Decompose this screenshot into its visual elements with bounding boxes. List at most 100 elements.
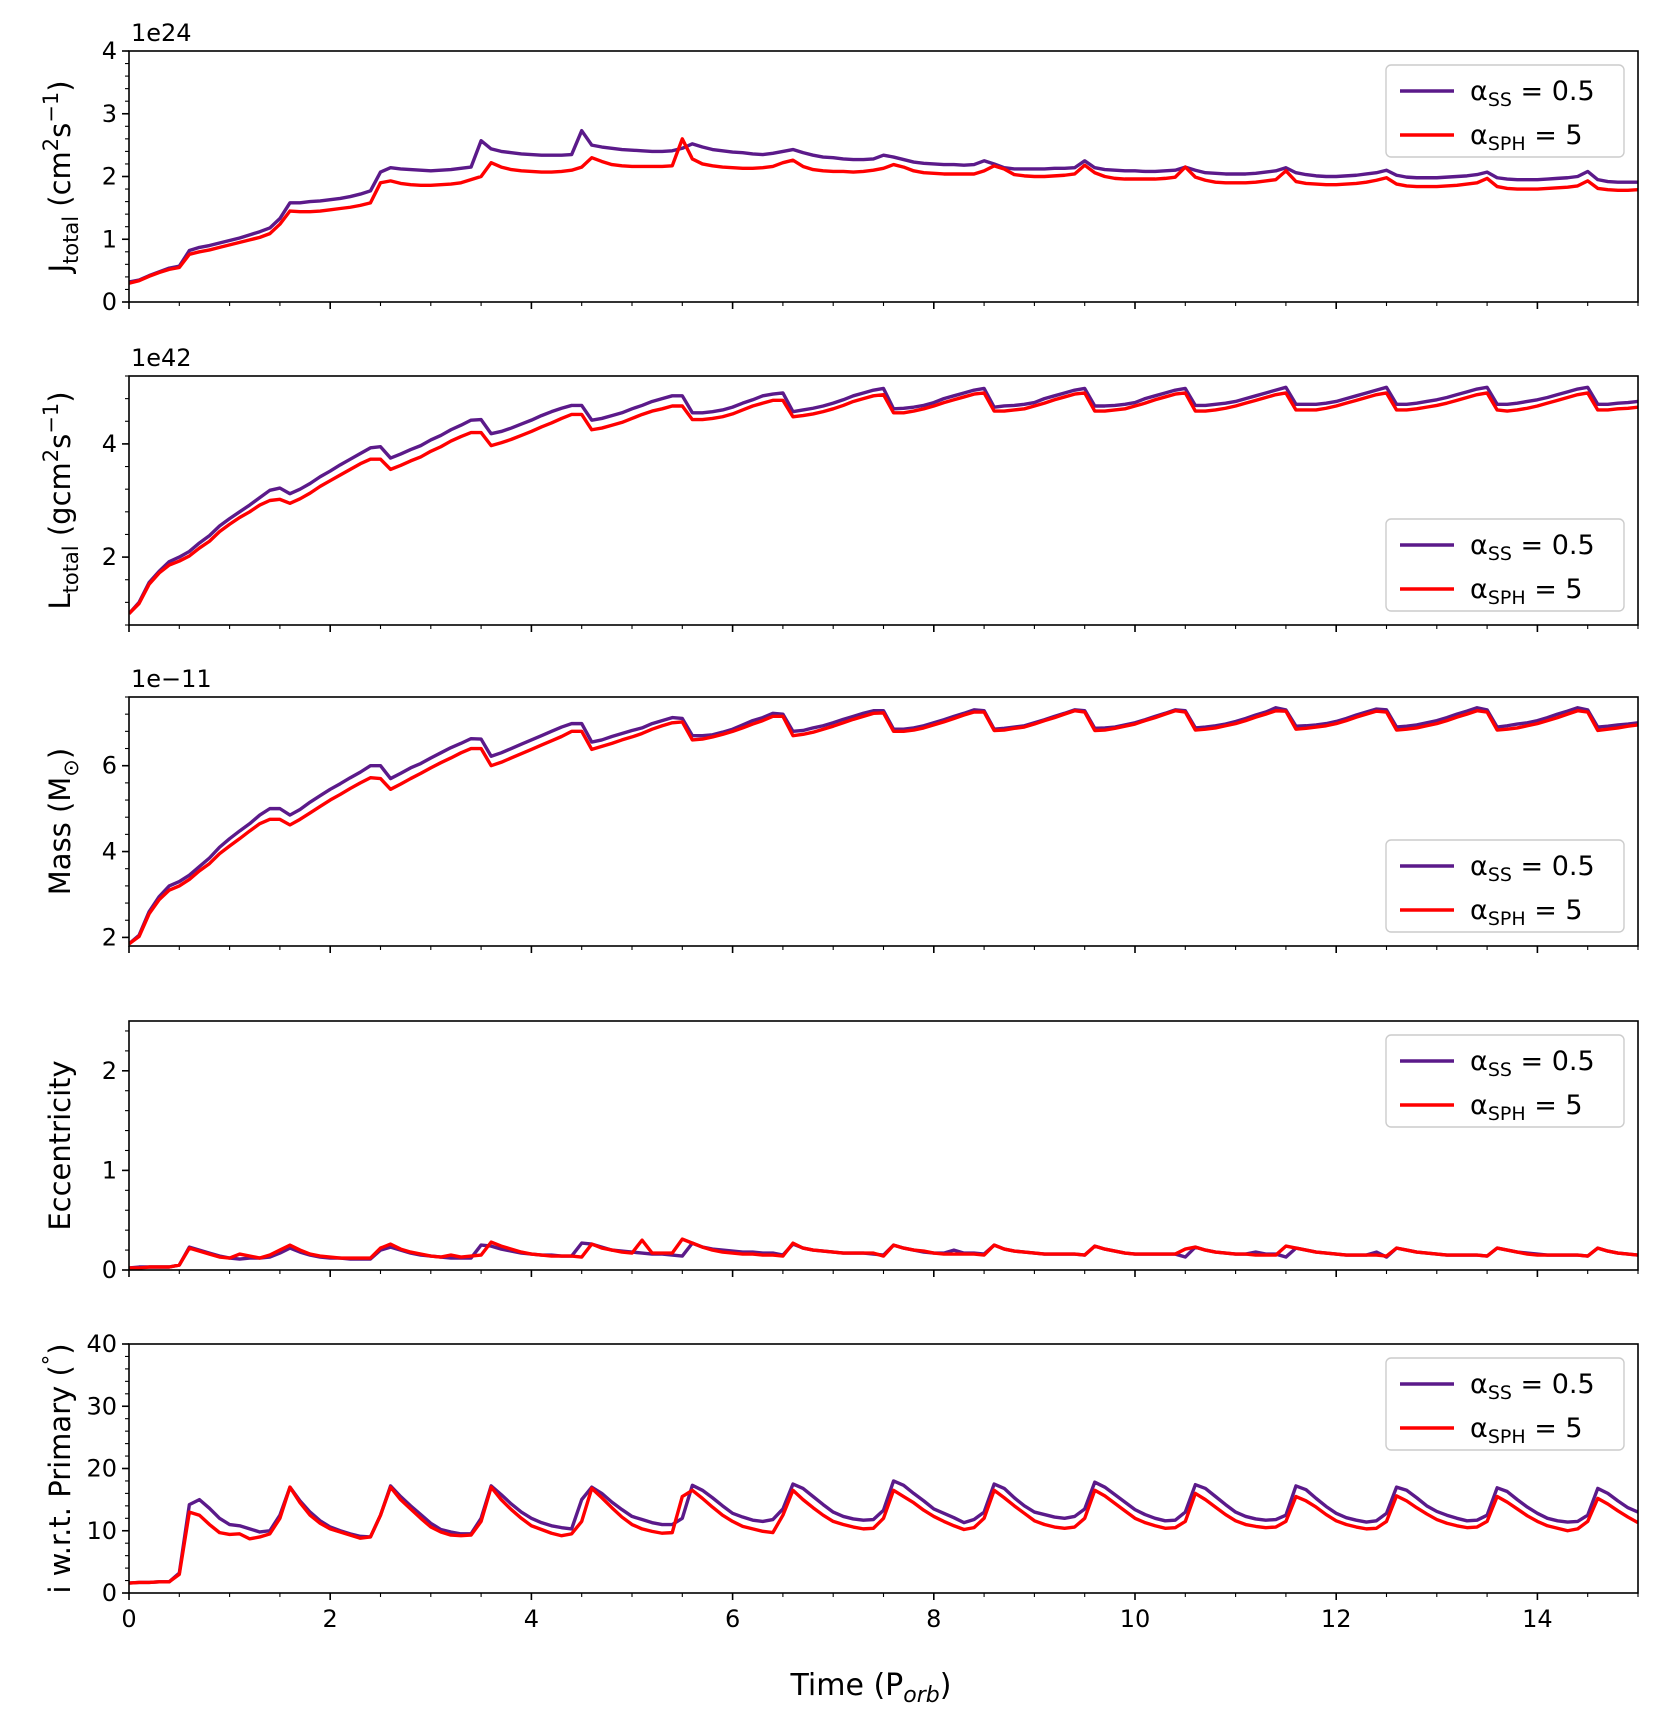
series-line-L-sph [129, 391, 1638, 615]
series-group-M [129, 706, 1638, 946]
axis-offset-J: 1e24 [131, 19, 192, 47]
legend-label-ss: αSS = 0.5 [1470, 530, 1595, 565]
legend-label-ss: αSS = 0.5 [1470, 1046, 1595, 1081]
y-label-close: ) [43, 80, 77, 91]
legend-label-sub: SS [1488, 89, 1512, 111]
y-tick-label: 0 [102, 1256, 117, 1284]
axis-offset-M: 1e−11 [131, 665, 212, 693]
y-label-sup: ° [39, 1355, 63, 1366]
y-tick-label: 2 [102, 163, 117, 191]
x-tick-label: 8 [926, 1605, 941, 1633]
y-tick-label: 4 [102, 37, 117, 65]
y-tick-label: 0 [102, 1579, 117, 1607]
y-tick-label: 2 [102, 1057, 117, 1085]
legend-label-sub: SPH [1488, 587, 1526, 609]
y-label-sub: total [59, 216, 83, 264]
series-group-L [129, 385, 1638, 615]
series-group-E [129, 1237, 1638, 1270]
x-tick-label: 6 [725, 1605, 740, 1633]
x-axis-label-sub: orb [903, 1683, 939, 1708]
legend-label-base: α [1470, 76, 1488, 107]
y-tick-label: 40 [86, 1330, 117, 1358]
legend-label-sub: SPH [1488, 1103, 1526, 1125]
y-label-close: ) [43, 1343, 77, 1354]
legend-label-base: α [1470, 1046, 1488, 1077]
y-axis-label-J: Jtotal (cm2s−1) [39, 80, 83, 274]
series-line-J-sph [129, 137, 1638, 285]
x-tick-label: 10 [1120, 1605, 1151, 1633]
legend-label-sph: αSPH = 5 [1470, 1413, 1583, 1448]
y-tick-label: 1 [102, 225, 117, 253]
legend-label-sph: αSPH = 5 [1470, 895, 1583, 930]
series-line-I-sph [129, 1485, 1638, 1585]
y-label-sup: 2 [39, 449, 63, 462]
y-label-base: L [43, 593, 77, 609]
x-tick-label: 12 [1321, 1605, 1352, 1633]
series-line-J-ss [129, 128, 1638, 284]
legend-label-base: α [1470, 574, 1488, 605]
legend-label-sub: SPH [1488, 133, 1526, 155]
legend-L: αSS = 0.5 αSPH = 5 [1385, 518, 1625, 612]
x-axis-label: Time (Porb) [790, 1668, 952, 1708]
series-line-E-sph [129, 1237, 1638, 1270]
y-label-base: Eccentricity [43, 1060, 77, 1230]
legend-label-sub: SS [1488, 1382, 1512, 1404]
legend-label-value: = 5 [1526, 1090, 1583, 1121]
y-tick-label: 2 [102, 923, 117, 951]
y-label-close: ) [43, 391, 77, 402]
panel-I: 0 10 20 30 40 0 2 4 6 8 10 12 14 i w.r.t. Primary (°)… [39, 1330, 1639, 1633]
series-group-I [129, 1479, 1638, 1585]
legend-label-value: = 5 [1526, 1413, 1583, 1444]
legend-label-base: α [1470, 1413, 1488, 1444]
y-tick-label: 1 [102, 1156, 117, 1184]
y-tick-label: 2 [102, 543, 117, 571]
legend-label-base: α [1470, 1369, 1488, 1400]
y-label-sub: ⊙ [59, 759, 83, 777]
legend-label-sph: αSPH = 5 [1470, 120, 1583, 155]
x-tick-label: 14 [1522, 1605, 1553, 1633]
legend-label-ss: αSS = 0.5 [1470, 1369, 1595, 1404]
y-label-sup: 2 [39, 138, 63, 151]
y-tick-label: 4 [102, 838, 117, 866]
x-tick-label: 2 [323, 1605, 338, 1633]
legend-label-base: α [1470, 1090, 1488, 1121]
y-label-sup2: −1 [39, 403, 63, 434]
legend-label-value: = 5 [1526, 120, 1583, 151]
y-tick-label: 6 [102, 752, 117, 780]
legend-label-sph: αSPH = 5 [1470, 574, 1583, 609]
y-axis-label-L: Ltotal (gcm2s−1) [39, 391, 83, 609]
legend-label-value: = 5 [1526, 574, 1583, 605]
y-label-unit2: s [43, 123, 77, 138]
y-tick-label: 10 [86, 1517, 117, 1545]
y-label-close: ) [43, 748, 77, 759]
legend-label-sub: SPH [1488, 908, 1526, 930]
y-axis-label-M: Mass (M⊙) [43, 748, 83, 896]
legend-label-sub: SPH [1488, 1426, 1526, 1448]
legend-label-sub: SS [1488, 543, 1512, 565]
legend-label-value: = 0.5 [1512, 76, 1595, 107]
x-tick-label: 4 [524, 1605, 539, 1633]
legend-label-sph: αSPH = 5 [1470, 1090, 1583, 1125]
y-tick-label: 30 [86, 1392, 117, 1420]
legend-label-value: = 5 [1526, 895, 1583, 926]
legend-label-value: = 0.5 [1512, 1369, 1595, 1400]
y-label-sup2: −1 [39, 92, 63, 123]
legend-label-base: α [1470, 851, 1488, 882]
y-axis-label-E: Eccentricity [43, 1060, 77, 1230]
x-axis-label-close: ) [940, 1668, 952, 1703]
y-axis-label-I: i w.r.t. Primary (°) [39, 1343, 77, 1593]
y-label-sub: total [59, 545, 83, 593]
legend-label-ss: αSS = 0.5 [1470, 851, 1595, 886]
legend-label-base: α [1470, 895, 1488, 926]
series-line-M-ss [129, 706, 1638, 946]
series-group-J [129, 128, 1638, 285]
legend-label-value: = 0.5 [1512, 530, 1595, 561]
legend-J: αSS = 0.5 αSPH = 5 [1385, 64, 1625, 158]
y-label-unit: (cm [43, 151, 77, 216]
y-tick-label: 20 [86, 1455, 117, 1483]
